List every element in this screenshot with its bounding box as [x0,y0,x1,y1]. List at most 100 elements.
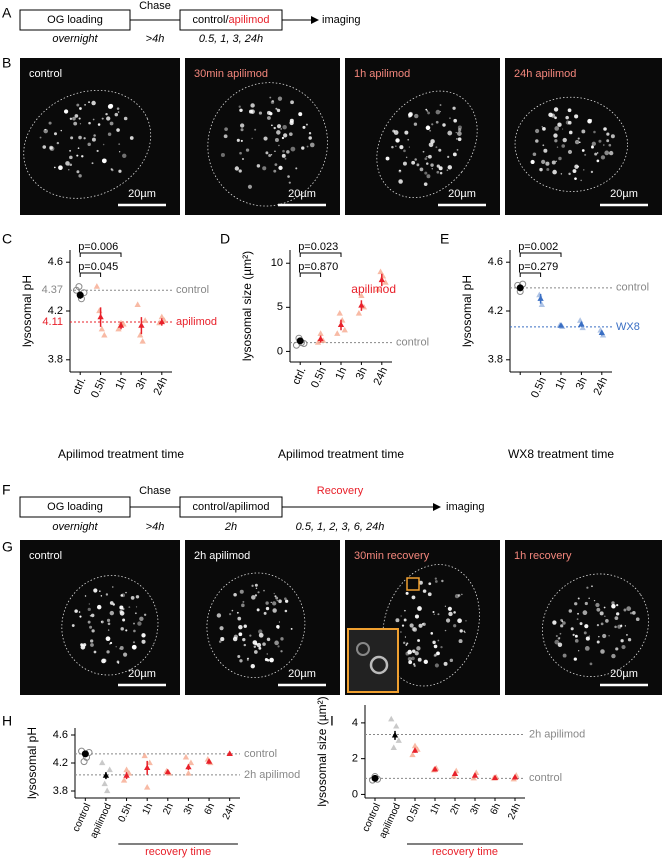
vesicle [284,157,287,160]
vesicle [243,643,247,647]
vesicle [224,127,228,131]
vesicle [635,617,640,622]
vesicle [395,618,400,623]
vesicle [553,133,558,138]
vesicle [584,624,589,629]
vesicle [290,627,293,630]
vesicle [453,624,457,628]
mean-point [511,773,519,780]
vesicle [290,100,294,105]
vesicle [398,179,403,184]
vesicle [277,96,283,101]
vesicle [69,149,72,152]
vesicle [239,151,242,155]
vesicle [48,121,52,125]
vesicle [109,641,113,645]
vesicle [78,611,81,613]
vesicle [254,594,258,597]
vesicle [239,108,243,113]
vesicle [228,613,232,616]
replicate-point [123,766,130,773]
chart: 0 5 10 lysosomal size (µm²) control ctrl. 0.5h… [240,241,429,461]
vesicle [281,153,286,158]
vesicle [409,623,414,628]
replicate-point [334,330,341,336]
vesicle [79,615,82,618]
vesicle [542,144,545,147]
vesicle [117,662,120,664]
vesicle [280,128,282,130]
vesicle [109,601,114,605]
vesicle [600,155,606,160]
vesicle [286,150,290,154]
vesicle [69,117,73,120]
vesicle [568,609,573,613]
vesicle [449,658,454,663]
vesicle [567,149,573,155]
vesicle [251,584,254,587]
recovery: Recovery [317,485,364,497]
vesicle [408,660,413,665]
vesicle [439,171,443,175]
vesicle [246,657,249,660]
vesicle [84,595,87,597]
vesicle [429,129,432,132]
step-sub: >4h [146,33,165,45]
x-tick-label: 24h [221,802,238,822]
vesicle [118,143,121,146]
vesicle [458,639,463,644]
panel-label: D [220,231,230,247]
vesicle [434,580,438,583]
vesicle [290,146,296,152]
vesicle [116,107,120,110]
vesicle [282,124,287,130]
vesicle [265,151,269,155]
vesicle [626,606,632,611]
vesicle [74,114,79,118]
vesicle [574,634,578,638]
vesicle [295,167,298,170]
roi-box [406,577,420,591]
vesicle [239,123,245,128]
image-bg [20,58,180,215]
replicate-point [115,325,122,332]
vesicle [268,154,272,157]
vesicle [274,163,278,167]
vesicle [218,640,222,643]
vesicle [91,162,94,165]
vesicle [402,641,406,645]
vesicle [603,606,606,609]
vesicle [91,137,96,142]
vesicle [554,139,558,143]
vesicle [424,171,428,175]
vesicle [401,624,405,627]
vesicle [266,653,269,655]
vesicle [266,637,271,642]
vesicle [219,626,224,631]
vesicle [278,599,282,604]
vesicle [308,136,312,140]
vesicle [109,121,114,126]
vesicle [256,164,261,168]
x-tick-label: 24h [152,375,171,397]
vesicle [423,182,428,186]
x-tick-label: 3h [134,375,150,391]
vesicle [586,586,589,589]
vesicle [263,589,265,592]
vesicle [309,142,315,148]
replicate-point [139,338,146,344]
vesicle [109,610,115,616]
vesicle [574,602,578,606]
vesicle [117,111,120,113]
vesicle [623,608,627,612]
vesicle [242,600,245,603]
vesicle [399,169,401,172]
vesicle [78,174,82,178]
y-axis-label: lysosomal pH [25,727,39,799]
vesicle [254,128,257,131]
vesicle [583,631,587,635]
x-tick-label: 2h [448,802,463,817]
vesicle [135,595,140,599]
significance-bracket [79,252,122,257]
box-sub: overnight [52,521,98,533]
